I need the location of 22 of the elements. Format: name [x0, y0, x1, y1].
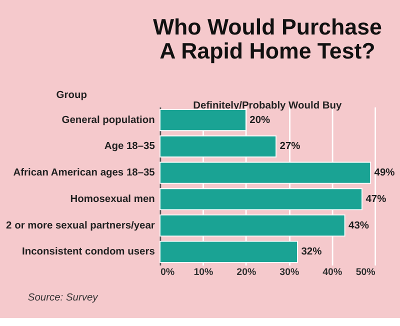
- data-label: 49%: [374, 168, 395, 179]
- y-tick-label: Inconsistent condom users: [22, 246, 156, 258]
- data-label: 20%: [250, 114, 270, 126]
- data-label: 27%: [280, 141, 300, 152]
- y-tick-label: General population: [62, 114, 155, 126]
- y-tick-label: Age 18–35: [104, 141, 156, 152]
- x-tick-label: 10%: [194, 266, 214, 278]
- data-label: 32%: [301, 246, 322, 258]
- y-tick-label: African American ages 18–35: [13, 168, 156, 179]
- x-tick-label: 50%: [356, 266, 376, 278]
- y-tick-label: Homosexual men: [70, 194, 155, 205]
- data-label: 47%: [366, 194, 386, 205]
- y-tick-label: 2 or more sexual partners/year: [6, 220, 155, 232]
- x-tick-label: 0%: [160, 266, 175, 278]
- y-axis-title: Group: [56, 90, 87, 102]
- source-note: Source: Survey: [28, 292, 99, 304]
- x-axis-title: Definitely/Probably Would Buy: [193, 100, 342, 112]
- x-tick-label: 20%: [236, 266, 257, 278]
- x-tick-label: 40%: [322, 266, 342, 278]
- x-tick-label: 30%: [280, 266, 300, 278]
- data-label: 43%: [348, 220, 369, 232]
- chart-title: Who Would Purchase A Rapid Home Test?: [152, 14, 382, 64]
